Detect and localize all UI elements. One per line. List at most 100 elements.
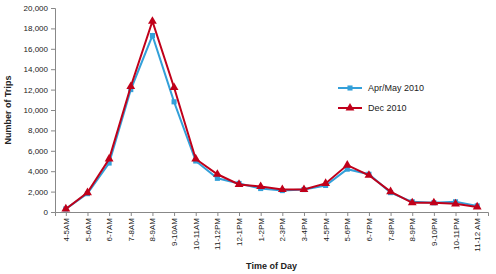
series-marker: [473, 202, 482, 210]
y-tick-label: 20,000: [24, 4, 49, 13]
y-tick-mark: [51, 49, 55, 50]
series-marker: [365, 170, 374, 178]
x-tick: 4-5AM: [62, 212, 71, 242]
series-marker: [170, 82, 179, 90]
x-tick-label: 4-5AM: [62, 218, 71, 242]
series-line: [66, 36, 477, 209]
x-tick-label: 9-10AM: [170, 218, 179, 246]
y-tick: 16,000: [24, 45, 55, 54]
y-tick-label: 8,000: [28, 126, 49, 135]
y-tick-label: 16,000: [24, 45, 49, 54]
x-tick: 8-9AM: [148, 212, 157, 242]
y-tick-mark: [51, 28, 55, 29]
y-tick-label: 4,000: [28, 167, 49, 176]
y-tick-label: 2,000: [28, 188, 49, 197]
y-tick-mark: [51, 110, 55, 111]
x-tick-mark: [131, 212, 132, 216]
x-tick: 11-12 AM: [473, 212, 482, 252]
y-tick-label: 14,000: [24, 65, 49, 74]
y-tick: 20,000: [24, 4, 55, 13]
x-tick-mark: [412, 212, 413, 216]
series-marker: [256, 181, 265, 189]
series-marker: [105, 154, 114, 162]
series-marker: [300, 184, 309, 192]
series-marker: [343, 160, 352, 168]
y-tick-mark: [51, 192, 55, 193]
x-tick-mark: [261, 212, 262, 216]
x-tick-label: 12-1PM: [235, 218, 244, 246]
legend-item: Dec 2010: [338, 103, 407, 113]
y-tick-label: 10,000: [24, 106, 49, 115]
x-tick-mark: [304, 212, 305, 216]
legend: Apr/May 2010 Dec 2010: [338, 83, 424, 113]
marks: [61, 16, 481, 211]
x-tick-label: 5-6PM: [343, 218, 352, 242]
x-tick-mark: [282, 212, 283, 216]
legend-marker: [347, 85, 352, 90]
series-marker: [126, 81, 135, 89]
x-tick: 11-12PM: [213, 212, 222, 250]
y-tick: 0: [44, 208, 55, 217]
y-tick: 12,000: [24, 86, 55, 95]
x-tick-mark: [347, 212, 348, 216]
x-tick-label: 6-7PM: [365, 218, 374, 242]
x-tick-label: 6-7AM: [105, 218, 114, 242]
y-tick-mark: [51, 171, 55, 172]
y-tick-label: 6,000: [28, 147, 49, 156]
x-axis-title: Time of Day: [246, 261, 297, 271]
series-marker: [386, 186, 395, 194]
x-tick: 9-10AM: [170, 212, 179, 246]
series-marker: [61, 204, 70, 212]
series-marker: [150, 33, 155, 38]
plot: 0 2,000 4,000 6,000 8,000 10,000 12,000 14,000 1…: [24, 4, 489, 252]
legend-label: Dec 2010: [368, 103, 407, 113]
series-marker: [408, 198, 417, 206]
y-tick: 2,000: [28, 188, 55, 197]
y-axis-title: Number of Trips: [3, 75, 13, 144]
series-marker: [172, 99, 177, 104]
x-tick: 10-11AM: [192, 212, 201, 250]
y-tick-mark: [51, 212, 55, 213]
series-marker: [278, 184, 287, 192]
x-tick: 9-10PM: [430, 212, 439, 246]
y-tick-label: 12,000: [24, 86, 49, 95]
y-tick-mark: [51, 151, 55, 152]
y-tick: 14,000: [24, 65, 55, 74]
x-tick-label: 1-2PM: [257, 218, 266, 242]
x-tick-label: 11-12PM: [213, 218, 222, 250]
x-tick-label: 5-6AM: [84, 218, 93, 242]
series-marker: [148, 16, 157, 24]
series-line: [66, 21, 477, 209]
x-tick-mark: [434, 212, 435, 216]
y-tick-mark: [51, 130, 55, 131]
y-axis: 0 2,000 4,000 6,000 8,000 10,000 12,000 14,000 1…: [24, 4, 56, 217]
x-tick-label: 9-10PM: [430, 218, 439, 246]
x-tick-mark: [217, 212, 218, 216]
x-tick-label: 7-8AM: [127, 218, 136, 242]
y-tick: 4,000: [28, 167, 55, 176]
x-tick-mark: [326, 212, 327, 216]
x-tick-label: 8-9AM: [148, 218, 157, 242]
x-tick: 4-5PM: [322, 212, 331, 242]
x-tick-mark: [87, 212, 88, 216]
x-tick: 5-6PM: [343, 212, 352, 242]
y-tick: 10,000: [24, 106, 55, 115]
series-marker: [451, 199, 460, 207]
x-tick-mark: [477, 212, 478, 216]
x-tick: 12-1PM: [235, 212, 244, 246]
y-tick: 18,000: [24, 24, 55, 33]
marks-inner: [61, 16, 481, 211]
series-marker: [429, 198, 438, 206]
series-marker: [213, 169, 222, 177]
legend-label: Apr/May 2010: [368, 83, 424, 93]
x-tick-mark: [174, 212, 175, 216]
y-axis-line: [51, 9, 56, 213]
legend-marker: [346, 103, 355, 111]
series-marker: [191, 154, 200, 162]
x-tick-mark: [109, 212, 110, 216]
x-tick-mark: [196, 212, 197, 216]
x-tick-mark: [456, 212, 457, 216]
y-tick: 6,000: [28, 147, 55, 156]
x-tick-mark: [239, 212, 240, 216]
x-tick: 10-11PM: [452, 212, 461, 250]
